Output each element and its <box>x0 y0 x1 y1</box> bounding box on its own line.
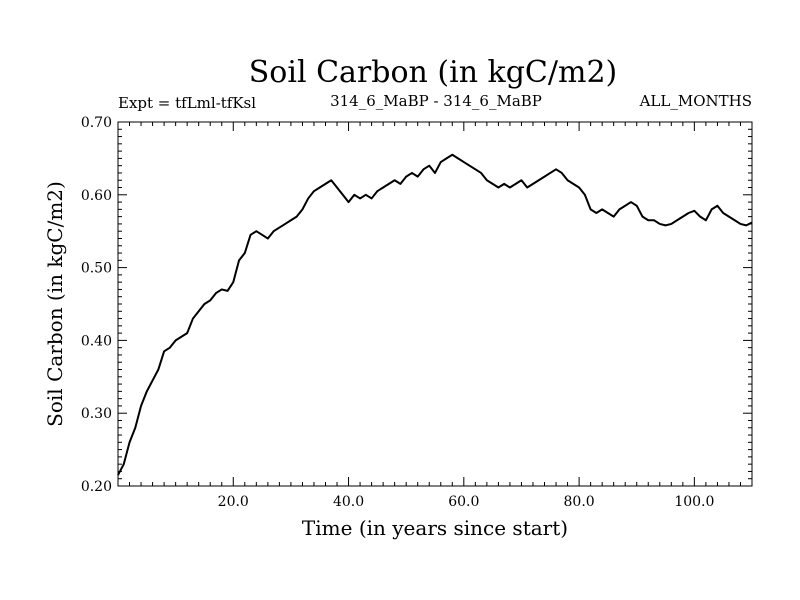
experiment-label: Expt = tfLml-tfKsl <box>118 94 256 112</box>
y-tick-label: 0.70 <box>81 115 112 131</box>
y-tick-label: 0.30 <box>81 406 112 422</box>
x-tick-label: 40.0 <box>333 494 364 510</box>
y-tick-label: 0.50 <box>81 261 112 277</box>
months-label: ALL_MONTHS <box>639 92 752 110</box>
run-label: 314_6_MaBP - 314_6_MaBP <box>330 92 542 110</box>
chart-title: Soil Carbon (in kgC/m2) <box>249 55 617 90</box>
y-tick-label: 0.40 <box>81 333 112 349</box>
y-tick-label: 0.20 <box>81 479 112 495</box>
axis-tick-labels: 20.0 40.0 60.0 80.0 100.0 0.20 0.30 0.40 0.50 0.6… <box>81 115 715 510</box>
plot-frame <box>117 121 753 487</box>
x-tick-label: 80.0 <box>564 494 595 510</box>
x-tick-label: 100.0 <box>674 494 714 510</box>
x-tick-label: 60.0 <box>448 494 479 510</box>
y-tick-label: 0.60 <box>81 188 112 204</box>
series-line-soil-carbon <box>117 153 753 476</box>
x-tick-label: 20.0 <box>218 494 249 510</box>
x-axis-label: Time (in years since start) <box>302 516 568 540</box>
y-axis-label: Soil Carbon (in kgC/m2) <box>43 181 67 427</box>
axis-ticks <box>117 121 753 487</box>
